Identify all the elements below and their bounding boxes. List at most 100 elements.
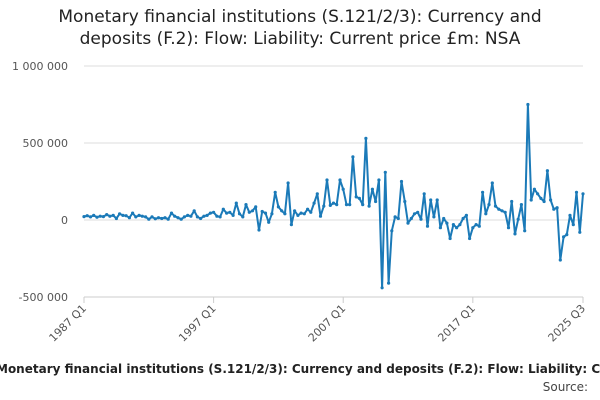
- data-point[interactable]: [111, 213, 115, 217]
- data-point[interactable]: [445, 221, 449, 225]
- data-point[interactable]: [98, 214, 102, 218]
- data-point[interactable]: [357, 196, 361, 200]
- data-point[interactable]: [244, 203, 248, 207]
- data-point[interactable]: [140, 214, 144, 218]
- data-point[interactable]: [542, 199, 546, 204]
- data-point[interactable]: [331, 201, 336, 205]
- data-point[interactable]: [247, 210, 251, 214]
- data-point[interactable]: [571, 223, 575, 227]
- data-point[interactable]: [419, 217, 423, 221]
- data-point[interactable]: [377, 178, 381, 182]
- data-point[interactable]: [558, 258, 562, 262]
- data-point[interactable]: [92, 213, 96, 217]
- data-point[interactable]: [202, 214, 206, 218]
- data-point[interactable]: [134, 215, 138, 219]
- data-point[interactable]: [124, 214, 128, 218]
- data-point[interactable]: [328, 203, 332, 207]
- data-point[interactable]: [312, 201, 316, 205]
- data-point[interactable]: [186, 213, 190, 217]
- data-point[interactable]: [493, 204, 498, 208]
- data-point[interactable]: [82, 215, 86, 219]
- data-point[interactable]: [108, 214, 112, 218]
- data-point[interactable]: [344, 203, 349, 207]
- data-point[interactable]: [409, 216, 413, 221]
- data-point[interactable]: [458, 223, 462, 227]
- data-point[interactable]: [237, 212, 242, 216]
- data-point[interactable]: [549, 198, 553, 202]
- data-point[interactable]: [179, 217, 183, 221]
- data-point[interactable]: [390, 229, 394, 233]
- data-point[interactable]: [195, 215, 199, 219]
- data-point[interactable]: [169, 211, 174, 215]
- data-point[interactable]: [497, 207, 501, 211]
- data-point[interactable]: [406, 221, 410, 225]
- data-point[interactable]: [270, 212, 274, 216]
- data-point[interactable]: [260, 209, 264, 214]
- data-point[interactable]: [412, 212, 417, 216]
- data-point[interactable]: [471, 226, 475, 230]
- data-point[interactable]: [555, 206, 559, 210]
- data-point[interactable]: [118, 212, 122, 216]
- data-point[interactable]: [506, 226, 511, 230]
- data-point[interactable]: [490, 181, 494, 185]
- data-point[interactable]: [325, 178, 329, 182]
- data-point[interactable]: [137, 213, 141, 217]
- data-point[interactable]: [484, 212, 488, 216]
- data-point[interactable]: [341, 187, 345, 191]
- data-point[interactable]: [581, 192, 585, 196]
- data-point[interactable]: [516, 217, 520, 221]
- data-point[interactable]: [487, 203, 491, 207]
- data-point[interactable]: [231, 213, 235, 217]
- data-point[interactable]: [150, 215, 154, 219]
- data-point[interactable]: [354, 195, 358, 199]
- data-point[interactable]: [322, 204, 326, 208]
- data-point[interactable]: [539, 196, 543, 200]
- data-point[interactable]: [374, 199, 378, 204]
- data-point[interactable]: [380, 286, 384, 290]
- data-point[interactable]: [263, 211, 268, 215]
- data-point[interactable]: [254, 205, 258, 209]
- data-point[interactable]: [234, 201, 238, 205]
- data-point[interactable]: [199, 216, 203, 221]
- data-point[interactable]: [519, 203, 524, 207]
- data-point[interactable]: [289, 223, 293, 227]
- data-point[interactable]: [526, 102, 530, 107]
- data-point[interactable]: [189, 214, 193, 218]
- data-point[interactable]: [387, 281, 391, 285]
- data-point[interactable]: [393, 215, 397, 219]
- data-point[interactable]: [176, 216, 180, 220]
- data-point[interactable]: [276, 205, 280, 209]
- data-point[interactable]: [338, 178, 342, 182]
- data-point[interactable]: [367, 204, 371, 208]
- data-point[interactable]: [127, 216, 131, 220]
- data-point[interactable]: [147, 217, 151, 221]
- data-point[interactable]: [293, 209, 297, 213]
- data-point[interactable]: [455, 226, 459, 230]
- data-point[interactable]: [348, 203, 352, 207]
- data-point[interactable]: [532, 187, 537, 191]
- data-point[interactable]: [335, 203, 339, 207]
- data-point[interactable]: [429, 198, 433, 202]
- data-point[interactable]: [88, 215, 93, 219]
- data-point[interactable]: [306, 207, 310, 211]
- data-point[interactable]: [448, 236, 452, 241]
- data-point[interactable]: [545, 169, 550, 173]
- data-point[interactable]: [500, 209, 504, 213]
- data-point[interactable]: [250, 209, 255, 213]
- data-point[interactable]: [361, 203, 365, 207]
- data-point[interactable]: [432, 215, 436, 219]
- data-point[interactable]: [241, 215, 245, 219]
- data-point[interactable]: [578, 230, 582, 234]
- data-point[interactable]: [85, 214, 89, 218]
- data-point[interactable]: [192, 209, 196, 213]
- data-point[interactable]: [299, 211, 303, 215]
- data-point[interactable]: [166, 217, 170, 221]
- data-point[interactable]: [403, 199, 407, 204]
- data-point[interactable]: [286, 181, 290, 185]
- data-point[interactable]: [536, 192, 540, 196]
- data-point[interactable]: [283, 212, 287, 216]
- data-point[interactable]: [228, 210, 232, 214]
- data-point[interactable]: [296, 213, 300, 217]
- data-point[interactable]: [481, 190, 485, 194]
- data-point[interactable]: [163, 216, 167, 220]
